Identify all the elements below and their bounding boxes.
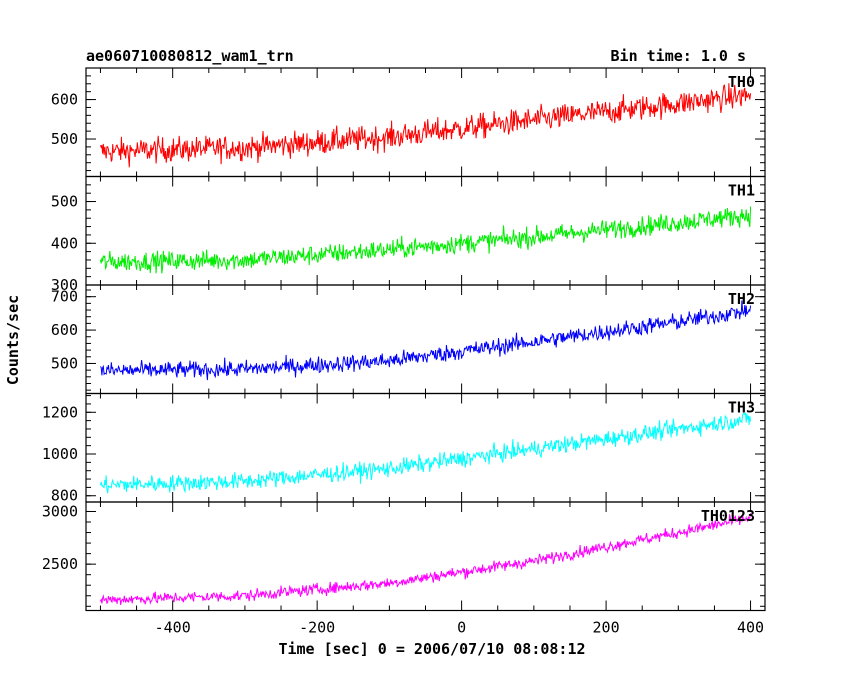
panel-th1: 300 400 500 TH1	[51, 175, 766, 294]
bin-time-label: Bin time: 1.0 s	[611, 47, 746, 65]
panel-label: TH0	[728, 73, 755, 91]
panel-frame	[85, 175, 766, 286]
series-line-th1	[99, 206, 752, 274]
panel-label: TH0123	[701, 507, 755, 525]
y-tick-label: 1200	[42, 403, 78, 421]
panel-th2: 500 600 700 TH2	[51, 284, 766, 395]
y-tick-label: 500	[51, 193, 78, 211]
x-tick-label: -200	[299, 619, 335, 637]
y-tick-label: 600	[51, 91, 78, 109]
panel-label: TH2	[728, 290, 755, 308]
chart-title: ae060710080812_wam1_trn	[86, 47, 294, 65]
panel-label: TH3	[728, 399, 755, 417]
panel-frame	[85, 501, 766, 612]
x-tick-label: -400	[155, 619, 191, 637]
x-tick-label: 400	[737, 619, 764, 637]
y-tick-label: 2500	[42, 555, 78, 573]
y-tick-label: 1000	[42, 445, 78, 463]
y-axis-label: Counts/sec	[4, 295, 22, 385]
y-tick-label: 300	[51, 276, 78, 294]
panel-frame	[85, 284, 766, 395]
panel-frame	[85, 67, 766, 178]
y-tick-label: 500	[51, 354, 78, 372]
y-tick-label: 400	[51, 234, 78, 252]
panel-frame	[85, 392, 766, 503]
x-tick-label: 0	[457, 619, 466, 637]
y-tick-label: 800	[51, 487, 78, 505]
series-line-th2	[99, 300, 752, 381]
y-tick-label: 500	[51, 130, 78, 148]
y-tick-label: 700	[51, 288, 78, 306]
series-line-th3	[99, 412, 752, 494]
panel-label: TH1	[728, 182, 755, 200]
y-tick-label: 3000	[42, 502, 78, 520]
x-tick-label: 200	[593, 619, 620, 637]
x-axis-label: Time [sec] 0 = 2006/07/10 08:08:12	[278, 640, 585, 658]
panel-th0: 500 600 TH0	[51, 67, 766, 178]
series-line-th0	[99, 83, 752, 168]
panels: 500 600 TH0 300 400 500 TH1 500 600 700 TH2 800 1000…	[42, 67, 766, 637]
panel-th3: 800 1000 1200 TH3	[42, 392, 766, 505]
panel-th0123: 2500 3000 TH0123	[42, 501, 766, 612]
series-line-th0123	[99, 513, 752, 605]
y-tick-label: 600	[51, 321, 78, 339]
